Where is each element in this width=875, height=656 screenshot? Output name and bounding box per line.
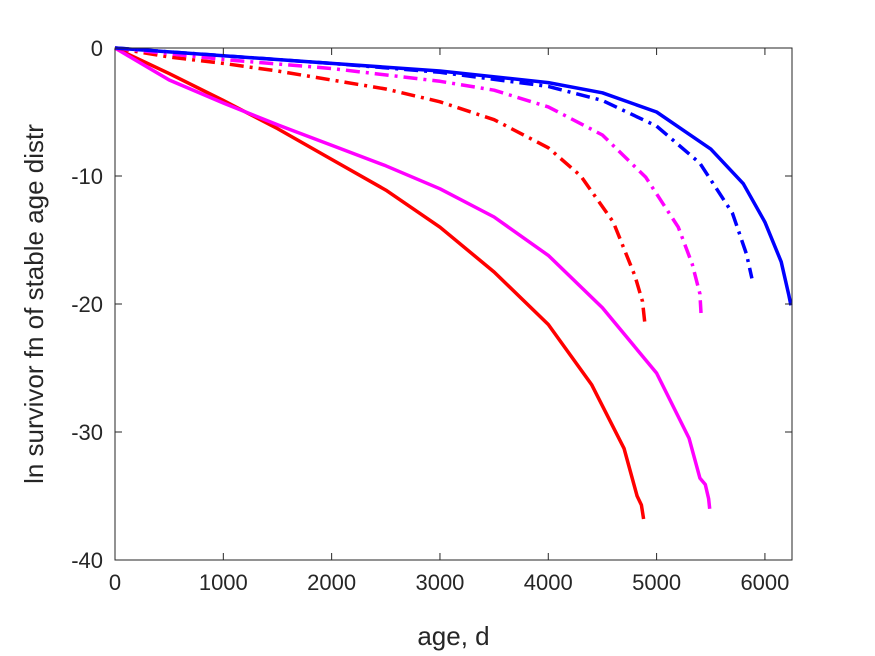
- plot-area: [115, 48, 792, 560]
- y-axis-label: ln survivor fn of stable age distr: [19, 124, 49, 484]
- x-tick-label: 2000: [307, 570, 356, 595]
- x-tick-label: 5000: [632, 570, 681, 595]
- y-tick-label: 0: [91, 36, 103, 61]
- x-tick-label: 3000: [415, 570, 464, 595]
- y-tick-label: -10: [71, 164, 103, 189]
- series-line-5: [114, 46, 703, 314]
- series-line-4: [114, 46, 647, 323]
- tick-layer: 0 1000 2000 3000 4000 5000 6000 0 -10 -20 -30 -40: [71, 36, 792, 595]
- x-tick-label: 6000: [740, 570, 789, 595]
- x-axis-label: age, d: [417, 621, 489, 651]
- x-tick-label: 1000: [199, 570, 248, 595]
- y-tick-label: -40: [71, 548, 103, 573]
- x-tick-label: 4000: [524, 570, 573, 595]
- series-line-3: [114, 46, 793, 306]
- series-line-6: [114, 46, 754, 279]
- y-tick-label: -30: [71, 420, 103, 445]
- x-tick-label: 0: [109, 570, 121, 595]
- y-tick-label: -20: [71, 292, 103, 317]
- series-layer: [114, 46, 793, 520]
- series-line-2: [114, 46, 712, 509]
